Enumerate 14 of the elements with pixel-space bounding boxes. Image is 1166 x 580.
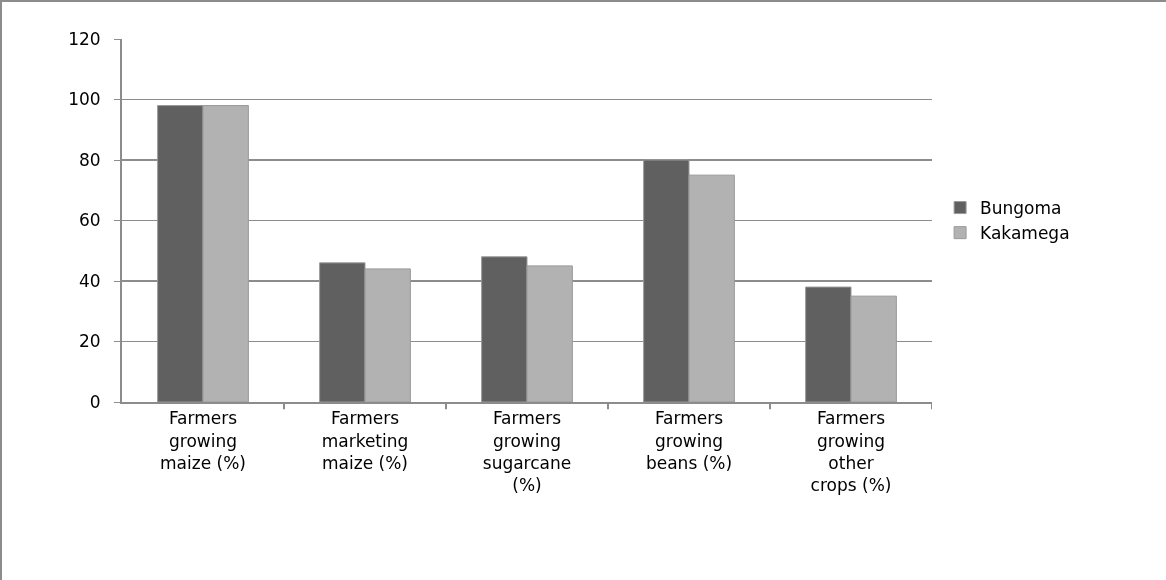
y-tick-label: 20 [78,331,101,352]
y-tick-label: 80 [78,149,101,170]
x-tick-label: Farmers marketing maize (%) [321,408,409,473]
legend-label: Bungoma [980,198,1062,219]
y-tick-label: 0 [89,391,101,412]
y-tick-label: 100 [68,89,101,110]
x-tick-label: Farmers growing beans (%) [645,408,733,473]
x-tick-label: Farmers growing maize (%) [160,408,246,473]
y-tick-label: 60 [78,210,101,231]
x-tick-label: Farmers growing other crops (%) [810,408,892,495]
y-tick-label: 40 [78,270,101,291]
legend-label: Kakamega [980,223,1070,244]
y-tick-label: 120 [68,28,101,49]
x-tick-label: Farmers growing sugarcane (%) [482,408,572,495]
